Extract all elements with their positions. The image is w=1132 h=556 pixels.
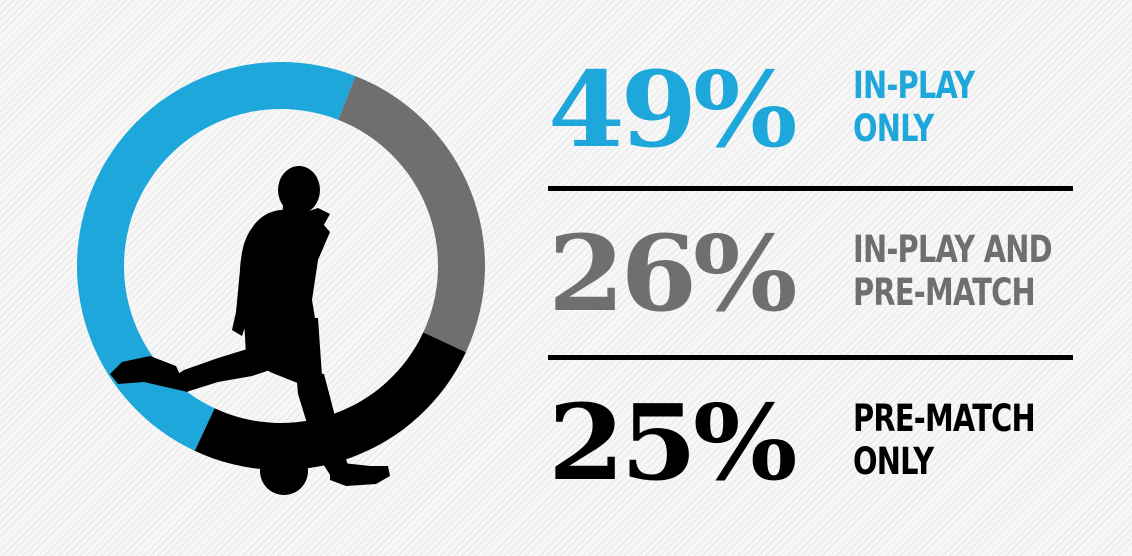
stat-label-line: IN-PLAY AND: [853, 228, 1053, 271]
divider: [548, 355, 1073, 360]
stat-row-pre-match-only: 25% PRE-MATCH ONLY: [548, 391, 1073, 501]
donut-segments: [76, 61, 485, 470]
stat-label-line: IN-PLAY: [853, 64, 975, 107]
stat-label-line: PRE-MATCH: [853, 397, 1036, 440]
donut-segment-pre-match-only: [194, 332, 466, 470]
donut-segment-in-play-and-pre-match: [338, 76, 485, 353]
donut-segment-in-play-only: [76, 61, 356, 451]
divider: [548, 186, 1073, 191]
stat-label: IN-PLAY ONLY: [853, 64, 975, 150]
stat-label-line: ONLY: [853, 440, 934, 483]
donut-chart: [76, 61, 485, 495]
stat-label-line: ONLY: [853, 107, 934, 150]
stat-row-in-play-only: 49% IN-PLAY ONLY: [548, 58, 1073, 168]
stat-label: PRE-MATCH ONLY: [853, 397, 1036, 483]
stat-percent: 26%: [548, 212, 798, 335]
stat-percent: 25%: [548, 381, 798, 504]
stat-label-line: PRE-MATCH: [853, 271, 1036, 314]
stat-percent: 49%: [548, 48, 798, 171]
stat-row-in-play-and-pre-match: 26% IN-PLAY AND PRE-MATCH: [548, 222, 1073, 332]
stat-label: IN-PLAY AND PRE-MATCH: [853, 228, 1053, 314]
football-player-kicking-icon: [110, 166, 390, 495]
